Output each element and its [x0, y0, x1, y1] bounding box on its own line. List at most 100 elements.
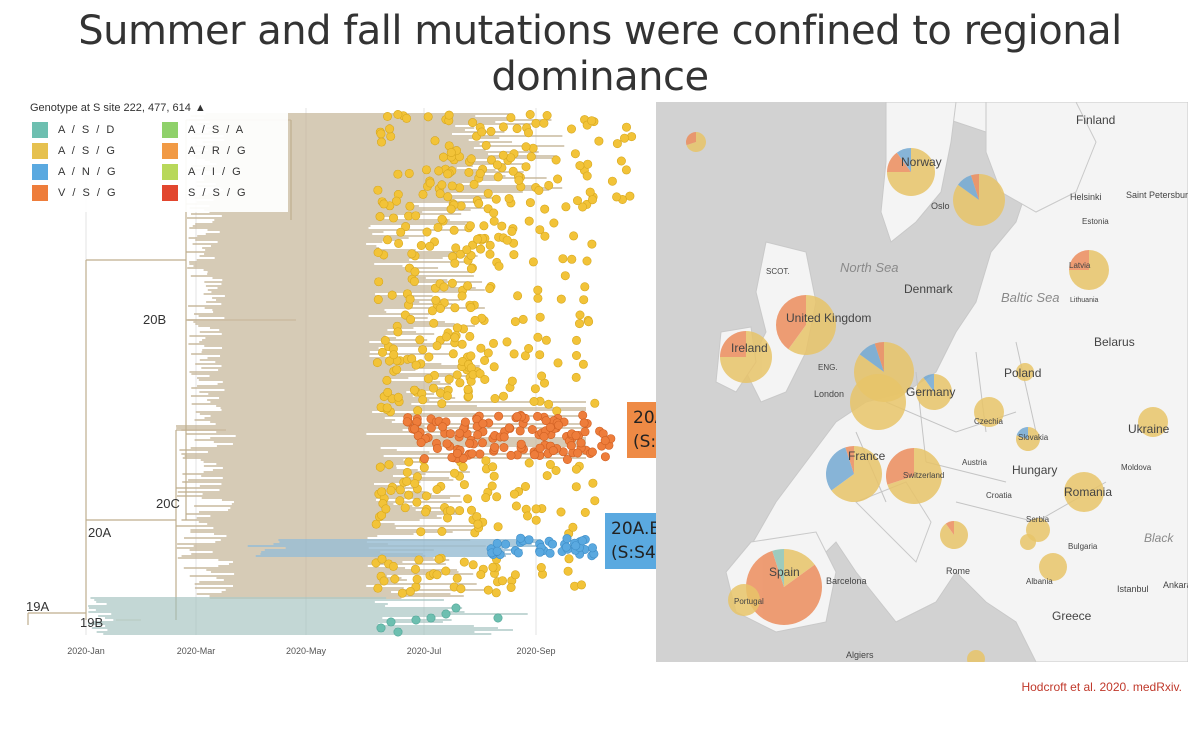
map-place-label: Helsinki — [1070, 192, 1102, 202]
map-place-label: ENG. — [818, 363, 838, 372]
tree-tip — [401, 222, 411, 232]
tree-tip — [421, 491, 431, 501]
tree-tip — [373, 295, 383, 305]
tree-tip — [407, 354, 417, 364]
tree-tip — [485, 240, 495, 250]
tree-tip-eu1 — [460, 417, 470, 427]
tree-tip — [480, 374, 490, 384]
tree-tip — [459, 557, 469, 567]
tree-tip — [580, 282, 590, 292]
tree-tip — [396, 227, 406, 237]
tree-tip-eu2 — [547, 539, 557, 549]
pie-slice — [859, 343, 884, 372]
tree-tip — [607, 176, 617, 186]
location-pie-chart — [1016, 363, 1034, 381]
tree-tip-eu1 — [535, 443, 545, 453]
x-tick-label: 2020-Sep — [516, 646, 555, 656]
tree-tip — [578, 202, 588, 212]
pie-slice — [776, 295, 806, 350]
tree-tip — [535, 312, 545, 322]
pie-slice — [1039, 553, 1067, 581]
location-pie-chart — [1016, 427, 1041, 452]
map-place-label: Spain — [769, 565, 800, 579]
tree-tip — [404, 490, 414, 500]
location-pie-chart — [1064, 472, 1104, 512]
tree-tip — [571, 351, 581, 361]
tree-tip — [570, 149, 580, 159]
tree-tip — [434, 554, 444, 564]
caret-up-icon[interactable]: ▲ — [194, 102, 206, 114]
tree-tip — [535, 225, 545, 235]
citation: Hodcroft et al. 2020. medRxiv. — [1021, 680, 1182, 694]
pie-slice — [970, 174, 979, 200]
tree-tip — [439, 282, 449, 292]
tree-tip — [510, 570, 520, 580]
tree-tip — [530, 384, 540, 394]
tree-tip — [379, 576, 389, 586]
tree-tip-eu1 — [541, 416, 551, 426]
tree-tip — [625, 191, 635, 201]
tree-tip-eu1 — [445, 429, 455, 439]
tree-tip — [494, 261, 504, 271]
tree-tip — [579, 295, 589, 305]
tree-tip — [388, 561, 398, 571]
map-place-label: Saint Petersburg — [1126, 190, 1188, 200]
genotype-legend: Genotype at S site 222, 477, 614 ▲ A / S … — [26, 100, 288, 212]
tree-tip — [437, 180, 447, 190]
tree-tip — [455, 378, 465, 388]
map-pies — [686, 132, 1168, 662]
location-pie-chart — [1138, 407, 1168, 437]
tree-tip — [556, 507, 566, 517]
tree-tip — [405, 586, 415, 596]
tree-tip — [587, 116, 597, 126]
tree-tip — [381, 504, 391, 514]
tree-tip — [564, 554, 574, 564]
tree-tip — [514, 175, 524, 185]
tree-tip — [531, 118, 541, 128]
phylogenetic-tree: 20B 20C 20A 19A 19B 2020-Jan 2020-Mar 2020-May 2… — [26, 108, 637, 656]
tree-tip — [528, 257, 538, 267]
tree-tip — [524, 344, 534, 354]
map-place-label: United Kingdom — [786, 311, 871, 325]
legend-swatch — [32, 143, 48, 159]
tree-tip — [481, 456, 491, 466]
tree-tips — [371, 110, 637, 637]
tree-tip — [465, 221, 475, 231]
pie-slice — [1138, 407, 1168, 437]
tree-tip — [380, 336, 390, 346]
tree-tip — [470, 315, 480, 325]
pie-slice — [1064, 472, 1104, 512]
tree-tip — [437, 399, 447, 409]
tree-tip — [442, 391, 452, 401]
tree-tip — [435, 189, 445, 199]
legend-swatch — [162, 122, 178, 138]
legend-swatch — [32, 164, 48, 180]
tree-tip — [509, 489, 519, 499]
pie-slice — [686, 132, 696, 146]
tree-tip — [537, 371, 547, 381]
tree-tip-eu1 — [573, 448, 583, 458]
tree-tip-eu1 — [545, 422, 555, 432]
tree-tip — [432, 484, 442, 494]
tree-tip — [468, 118, 478, 128]
location-pie-chart — [886, 448, 943, 504]
location-pie-chart — [1039, 553, 1067, 581]
legend-label: A / I / G — [188, 166, 243, 178]
tree-tip — [452, 370, 462, 380]
map-place-label: Germany — [906, 385, 955, 399]
map-place-label: France — [848, 449, 886, 463]
tree-tip — [551, 155, 561, 165]
tree-tip — [466, 264, 476, 274]
pie-slice — [720, 331, 746, 357]
tree-tip — [531, 504, 541, 514]
tree-tip-eu1 — [532, 411, 542, 421]
pie-slice — [1069, 250, 1089, 270]
tree-tip — [382, 403, 392, 413]
tree-tip — [507, 376, 517, 386]
map-place-label: SCOT. — [766, 267, 790, 276]
tree-tip — [379, 199, 389, 209]
tree-tip — [406, 314, 416, 324]
tree-tip-19b — [451, 603, 461, 613]
map-place-label: Albania — [1026, 577, 1053, 586]
map-place-label: Estonia — [1082, 217, 1109, 226]
